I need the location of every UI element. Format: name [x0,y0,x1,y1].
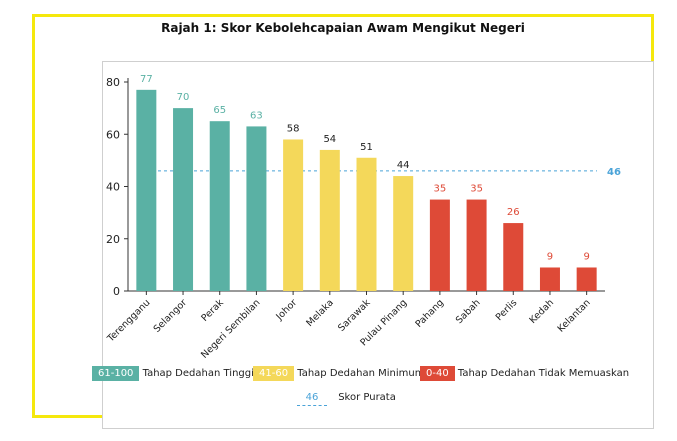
legend-item-low: 0-40 Tahap Dedahan Tidak Memuaskan [420,366,629,381]
bar [576,267,597,291]
y-tick-label: 40 [106,181,120,194]
data-label: 9 [547,251,553,262]
data-label: 26 [507,207,520,218]
bar [466,199,487,291]
x-tick-label: Terengganu [105,297,153,345]
data-label: 35 [470,184,483,195]
data-label: 70 [177,92,190,103]
x-tick-label: Perlis [494,297,520,323]
y-tick-label: 80 [106,76,120,89]
bar [246,126,267,291]
x-tick-label: Johor [274,297,300,323]
legend-item-mid: 41-60 Tahap Dedahan Minimum [253,366,424,381]
bar [356,157,377,291]
bar [393,176,414,291]
bar [503,223,524,291]
x-tick-label: Kedah [527,297,556,326]
legend-label-mid: Tahap Dedahan Minimum [297,368,425,379]
legend-chip-mid: 41-60 [253,366,295,381]
bar [173,108,194,291]
bar [136,89,157,292]
data-label: 51 [360,142,373,153]
x-tick-label: Perak [199,297,226,324]
legend-chip-low: 0-40 [420,366,455,381]
data-label: 44 [397,160,410,171]
chart-panel [102,61,654,429]
x-tick-label: Pahang [413,297,446,330]
y-tick-label: 60 [106,128,120,141]
data-label: 58 [287,123,300,134]
data-label: 77 [140,74,153,85]
x-tick-label: Sarawak [336,297,373,334]
legend-average-label: Skor Purata [338,392,396,403]
average-line-label: 46 [607,167,621,178]
bar [319,149,340,291]
legend-item-average: 46 Skor Purata [297,392,396,406]
legend-item-high: 61-100 Tahap Dedahan Tinggi [92,366,254,381]
data-label: 35 [434,184,447,195]
x-tick-label: Kelantan [556,297,593,334]
x-tick-label: Melaka [304,297,336,329]
y-tick-label: 20 [106,233,120,246]
legend-chip-high: 61-100 [92,366,140,381]
x-tick-label: Sabah [454,297,483,326]
data-label: 9 [583,251,589,262]
legend-average-value: 46 [297,392,327,406]
bar [209,121,230,291]
legend-label-high: Tahap Dedahan Tinggi [142,368,254,379]
data-label: 65 [213,105,226,116]
x-tick-label: Selangor [152,297,190,335]
chart-title: Rajah 1: Skor Kebolehcapaian Awam Mengik… [161,21,525,35]
chart-frame: Rajah 1: Skor Kebolehcapaian Awam Mengik… [32,14,654,429]
data-label: 54 [323,134,336,145]
data-label: 63 [250,110,263,121]
y-tick-label: 0 [113,285,120,298]
bar-chart: 0 20 40 60 80 46 77 Terengganu 70 Selangor 65 Perak… [105,74,621,361]
bar [283,139,304,291]
bar [539,267,560,291]
bar [429,199,450,291]
legend-label-low: Tahap Dedahan Tidak Memuaskan [457,368,630,379]
